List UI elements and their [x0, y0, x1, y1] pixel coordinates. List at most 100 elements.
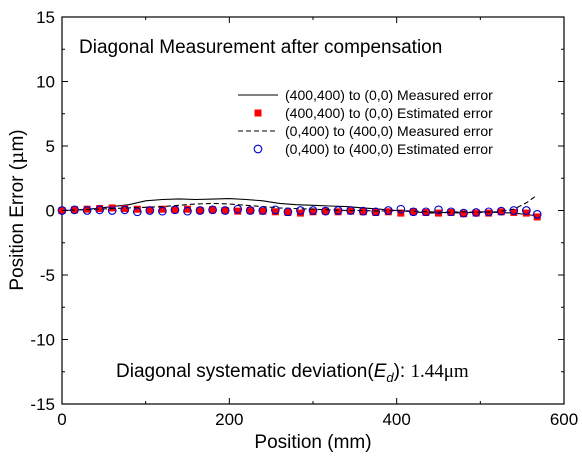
y-axis-title: Position Error (μm)	[6, 129, 28, 290]
data-point	[497, 208, 505, 216]
data-point	[158, 206, 167, 216]
y-axis-title-prefix: Position Error (	[7, 163, 28, 290]
data-point	[245, 206, 255, 215]
legend-label: (400,400) to (0,0) Estimated error	[285, 105, 493, 121]
data-point	[510, 208, 518, 216]
legend-label: (400,400) to (0,0) Measured error	[285, 87, 493, 103]
legend-swatch	[254, 109, 262, 117]
data-point	[170, 205, 180, 215]
x-tick-label: 600	[550, 410, 578, 429]
y-tick-label: -10	[30, 331, 55, 350]
data-point	[472, 209, 480, 217]
legend-swatch	[253, 144, 263, 154]
data-point	[96, 205, 104, 213]
series-line	[61, 194, 538, 213]
data-point	[471, 208, 481, 217]
data-point	[308, 206, 318, 215]
data-point	[183, 206, 192, 216]
legend-item-1: (400,400) to (0,0) Estimated error	[254, 105, 493, 121]
data-point	[460, 210, 468, 218]
data-point	[220, 206, 230, 215]
series-layer	[57, 194, 542, 221]
data-point	[422, 208, 430, 216]
data-point	[246, 207, 254, 214]
y-tick-label: -15	[30, 395, 55, 414]
data-point	[196, 207, 204, 214]
data-point	[532, 210, 542, 219]
y-tick-label: 15	[36, 8, 55, 27]
deviation-annotation: Diagonal systematic deviation(Ed): 1.44μ…	[116, 361, 469, 385]
data-point	[322, 207, 330, 215]
data-point	[347, 207, 355, 215]
axis-tick-labels: 0 200 400 600 -15 -10 -5 0 5 10 15	[30, 8, 578, 429]
x-tick-label: 200	[215, 410, 243, 429]
chart-title: Diagonal Measurement after compensation	[79, 37, 442, 58]
data-point	[233, 204, 243, 214]
data-point	[446, 207, 456, 217]
data-point	[321, 206, 330, 216]
axis-ticks	[61, 16, 565, 405]
annotation-prefix: Diagonal systematic deviation(	[116, 361, 374, 382]
data-point	[447, 208, 455, 216]
data-point	[258, 206, 268, 215]
data-point	[145, 206, 155, 215]
data-point	[372, 208, 380, 216]
data-point	[334, 208, 342, 216]
data-point	[346, 206, 356, 215]
data-point	[359, 208, 367, 216]
data-point	[284, 208, 292, 216]
x-tick-label: 400	[382, 410, 410, 429]
series-3	[57, 204, 542, 219]
legend-item-3: (0,400) to (400,0) Estimated error	[253, 141, 493, 157]
legend-label: (0,400) to (400,0) Measured error	[285, 123, 493, 139]
y-axis-title-unit: μ	[6, 152, 28, 164]
annotation-symbol: E	[374, 361, 387, 382]
data-point	[309, 208, 317, 216]
series-2	[61, 194, 538, 213]
annotation-value: 1.44μm	[411, 361, 469, 382]
data-point	[271, 208, 279, 216]
data-point	[133, 205, 141, 213]
data-point	[384, 208, 392, 216]
data-point	[409, 208, 417, 216]
data-point	[120, 205, 130, 215]
data-point	[484, 207, 494, 217]
data-point	[533, 213, 541, 221]
legend: (400,400) to (0,0) Measured error (400,40…	[238, 87, 493, 157]
data-point	[108, 204, 116, 212]
data-point	[333, 206, 343, 215]
data-point	[485, 209, 493, 217]
data-point	[121, 205, 129, 213]
data-point	[259, 207, 267, 215]
data-point	[421, 207, 431, 217]
y-tick-label: 0	[46, 202, 55, 221]
data-point	[132, 207, 142, 217]
data-point	[271, 205, 280, 215]
data-point	[146, 206, 154, 214]
data-point	[435, 209, 442, 217]
data-point	[221, 207, 229, 214]
legend-item-0: (400,400) to (0,0) Measured error	[238, 87, 493, 103]
data-point	[184, 205, 191, 213]
data-point	[296, 209, 304, 217]
y-tick-label: -5	[40, 266, 55, 285]
data-point	[434, 205, 443, 215]
y-tick-label: 10	[36, 73, 55, 92]
data-point	[396, 204, 406, 214]
annotation-subscript: d	[386, 370, 394, 385]
data-point	[82, 206, 92, 215]
data-point	[171, 206, 179, 214]
x-axis-title: Position (mm)	[254, 432, 371, 453]
data-point	[158, 205, 166, 213]
data-point	[296, 206, 305, 215]
data-point	[509, 206, 519, 215]
data-point	[195, 206, 205, 215]
data-point	[95, 205, 104, 215]
data-point	[107, 206, 117, 215]
y-tick-label: 5	[46, 137, 55, 156]
data-point	[459, 208, 468, 218]
data-point	[208, 205, 217, 215]
data-point	[522, 209, 530, 217]
data-point	[383, 206, 393, 215]
